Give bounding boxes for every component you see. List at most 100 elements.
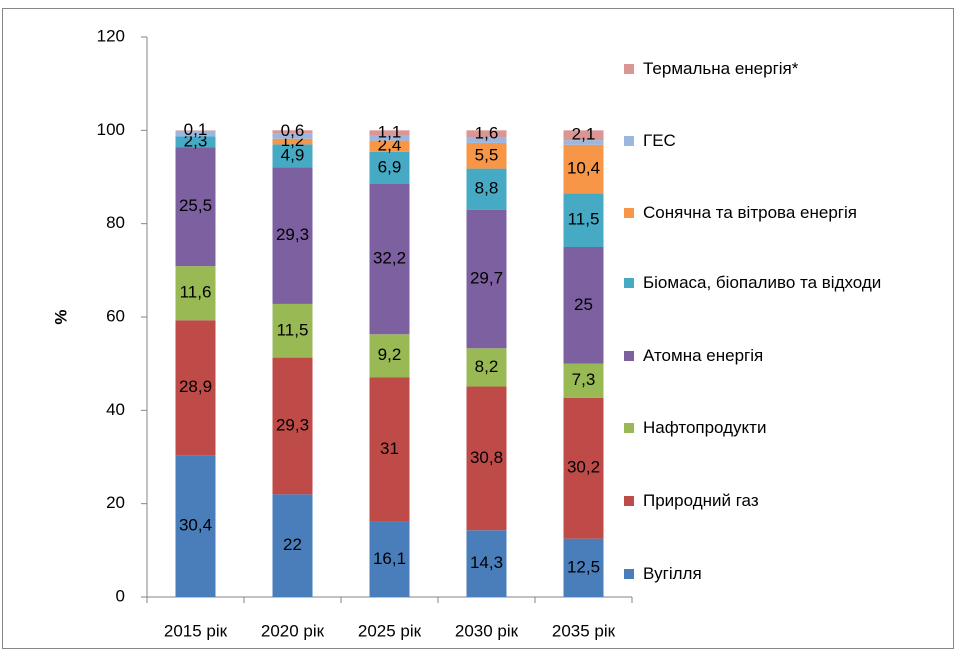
- y-tick-label: 120: [97, 26, 125, 45]
- value-label: 8,8: [475, 179, 499, 198]
- x-tick-label: 2025 рік: [358, 621, 422, 640]
- legend-label: Нафтопродукти: [643, 418, 767, 437]
- legend-item: Сонячна та вітрова енергія: [624, 200, 949, 225]
- legend-swatch: [624, 207, 634, 218]
- x-tick-label: 2015 рік: [164, 621, 228, 640]
- value-label: 1,1: [378, 122, 402, 141]
- bar-segment: [272, 494, 313, 597]
- value-label: 4,9: [281, 145, 305, 164]
- bar-segment: [466, 168, 507, 210]
- legend-label: ГЕС: [643, 131, 676, 150]
- value-label: 2,1: [572, 125, 596, 144]
- bar-segment: [369, 130, 410, 136]
- value-label: 10,4: [567, 159, 600, 178]
- y-axis-label: %: [51, 309, 70, 324]
- value-label: 30,4: [179, 516, 212, 535]
- y-tick-label: 20: [106, 493, 125, 512]
- value-label: 25: [574, 295, 593, 314]
- y-tick-label: 40: [106, 400, 125, 419]
- bar-segment: [369, 334, 410, 378]
- legend-label: Сонячна та вітрова енергія: [643, 203, 857, 222]
- bar-segment: [272, 167, 313, 304]
- value-label: 0,6: [281, 121, 305, 140]
- bar-segment: [175, 455, 216, 597]
- bar-segment: [466, 209, 507, 349]
- value-label: 29,3: [276, 225, 309, 244]
- bar-segment: [272, 144, 313, 168]
- bar-segment: [369, 151, 410, 184]
- value-label: 11,5: [277, 320, 309, 339]
- value-label: 28,9: [179, 377, 212, 396]
- legend-swatch: [624, 568, 634, 579]
- bar-segment: [369, 140, 410, 152]
- y-tick-label: 0: [116, 586, 125, 605]
- legend-swatch: [624, 63, 634, 74]
- value-label: 1,6: [475, 124, 499, 143]
- bar-segment: [175, 130, 216, 137]
- legend-label: Атомна енергія: [643, 346, 764, 365]
- value-label: 8,2: [475, 357, 499, 376]
- bar-segment: [563, 193, 604, 247]
- legend-label: Біомаса, біопаливо та відходи: [643, 273, 882, 292]
- bar-segment: [272, 303, 313, 358]
- y-tick-label: 80: [106, 213, 125, 232]
- bar-segment: [272, 138, 313, 145]
- value-label: 9,2: [378, 345, 402, 364]
- value-label: 11,6: [180, 283, 212, 302]
- legend-label: Вугілля: [643, 564, 702, 583]
- value-label: 32,2: [373, 249, 406, 268]
- legend-swatch: [624, 422, 634, 433]
- bar-segment: [175, 266, 216, 321]
- x-tick-label: 2035 рік: [552, 621, 616, 640]
- legend-item: Атомна енергія: [624, 343, 949, 368]
- value-label: 12,5: [567, 557, 600, 576]
- value-label: 25,5: [179, 196, 212, 215]
- bar-segment: [175, 136, 216, 148]
- value-label: 29,7: [470, 268, 503, 287]
- value-label: 22: [283, 535, 302, 554]
- bar-segment: [272, 130, 313, 134]
- legend-label: Природний газ: [643, 491, 759, 510]
- legend-item: Біомаса, біопаливо та відходи: [624, 270, 949, 295]
- legend-item: Вугілля: [624, 561, 949, 586]
- bar-segment: [466, 530, 507, 597]
- legend-swatch: [624, 495, 634, 506]
- bar-segment: [466, 130, 507, 138]
- legend-item: ГЕС: [624, 128, 949, 153]
- bar-segment: [563, 247, 604, 364]
- x-tick-label: 2020 рік: [261, 621, 325, 640]
- bar-segment: [369, 184, 410, 335]
- bar-segment: [175, 320, 216, 456]
- bar-segment: [563, 144, 604, 194]
- bar-segment: [563, 363, 604, 398]
- legend-swatch: [624, 135, 634, 146]
- bar-segment: [466, 142, 507, 169]
- legend-item: Природний газ: [624, 488, 949, 513]
- value-label: 30,2: [567, 458, 600, 477]
- value-label: 31: [380, 439, 399, 458]
- bar-segment: [466, 137, 507, 143]
- bar-segment: [369, 521, 410, 597]
- value-label: 6,9: [378, 157, 402, 176]
- bar-segment: [272, 133, 313, 139]
- bar-segment: [563, 397, 604, 539]
- legend-swatch: [624, 277, 634, 288]
- y-tick-label: 100: [97, 120, 125, 139]
- value-label: 14,3: [470, 553, 503, 572]
- legend-swatch: [624, 350, 634, 361]
- bar-segment: [563, 140, 604, 145]
- legend-item: Нафтопродукти: [624, 415, 949, 440]
- value-label: 5,5: [475, 145, 499, 164]
- y-tick-label: 60: [106, 306, 125, 325]
- bar-segment: [466, 386, 507, 531]
- bar-segment: [175, 147, 216, 267]
- value-label: 30,8: [470, 448, 503, 467]
- value-label: 0,1: [184, 120, 208, 139]
- value-label: 16,1: [373, 549, 406, 568]
- bar-segment: [563, 538, 604, 597]
- bar-segment: [369, 135, 410, 141]
- bar-segment: [466, 348, 507, 387]
- bar-segment: [563, 130, 604, 141]
